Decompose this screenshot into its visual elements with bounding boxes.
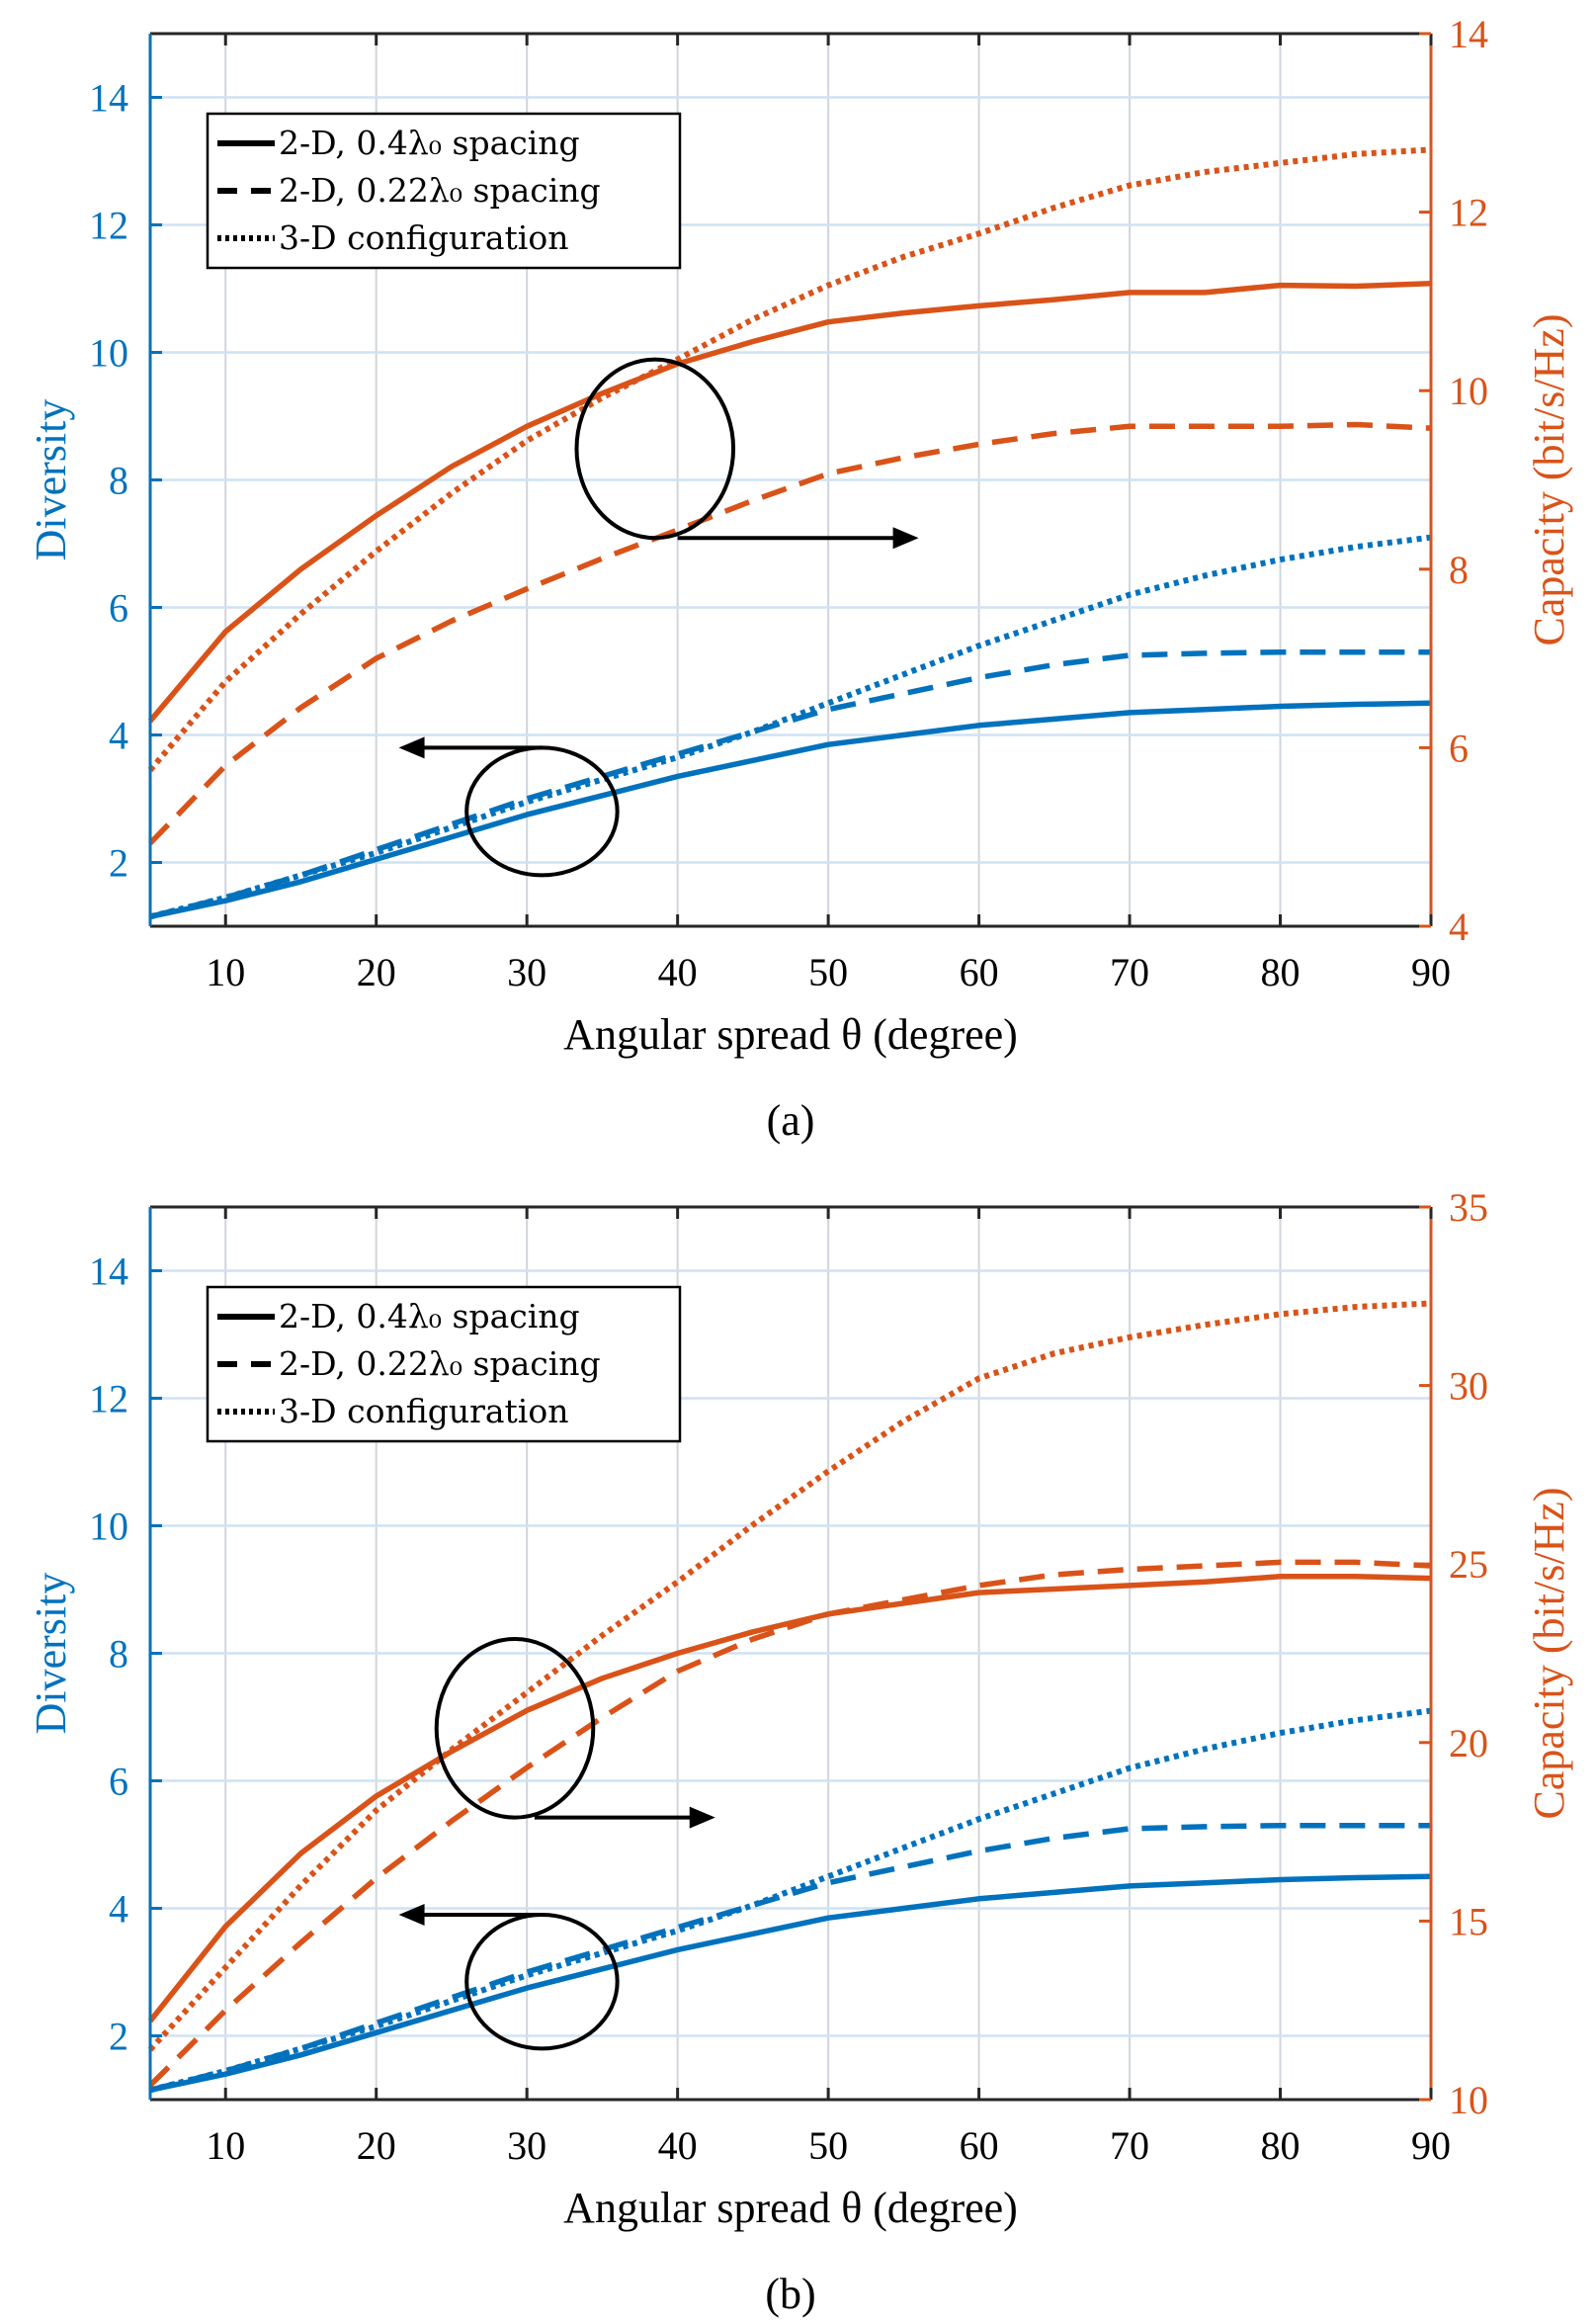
right-y-tick-label: 12 <box>1449 191 1488 235</box>
left-y-tick-label: 14 <box>89 76 128 121</box>
x-tick-label: 80 <box>1261 2123 1301 2168</box>
series-line-dashed-capacity <box>148 421 1432 845</box>
legend-label: 2-D, 0.22λ₀ spacing <box>279 1344 601 1383</box>
x-tick-label: 30 <box>507 2123 546 2168</box>
panel-caption: (b) <box>765 2270 815 2318</box>
panel-caption: (a) <box>767 1096 815 1145</box>
left-y-tick-label: 14 <box>89 1249 128 1294</box>
left-y-tick-label: 6 <box>109 586 128 631</box>
left-y-tick-label: 10 <box>89 331 128 376</box>
series-line-solid-diversity <box>149 1873 1432 2093</box>
right-y-tick-label: 15 <box>1449 1899 1488 1943</box>
legend-label: 2-D, 0.22λ₀ spacing <box>279 171 601 210</box>
series-line-dotted-capacity <box>147 146 1432 772</box>
x-tick-label: 30 <box>507 950 546 994</box>
x-tick-label: 20 <box>357 2123 396 2168</box>
right-y-tick-label: 25 <box>1449 1542 1488 1587</box>
left-y-tick-label: 8 <box>109 1632 128 1677</box>
series-line-dotted-diversity <box>149 534 1432 920</box>
series-line-dotted-capacity <box>147 1300 1432 2052</box>
x-tick-label: 90 <box>1411 950 1451 994</box>
x-tick-label: 60 <box>960 950 999 994</box>
left-y-axis-title: Diversity <box>27 399 75 561</box>
right-y-tick-label: 4 <box>1449 904 1469 949</box>
series-line-solid-capacity <box>147 281 1432 724</box>
annotation-ellipse <box>574 357 736 541</box>
x-tick-label: 40 <box>658 950 698 994</box>
x-tick-label: 80 <box>1261 950 1301 994</box>
x-tick-label: 10 <box>206 950 245 994</box>
right-y-tick-label: 8 <box>1449 548 1469 592</box>
x-tick-label: 50 <box>808 950 848 994</box>
arrow-right-icon <box>689 1806 715 1829</box>
legend-label: 2-D, 0.4λ₀ spacing <box>279 1297 580 1335</box>
arrow-right-icon <box>892 527 919 550</box>
x-axis-title: Angular spread θ (degree) <box>563 1010 1018 1059</box>
left-y-tick-label: 2 <box>109 841 128 886</box>
right-y-tick-label: 35 <box>1449 1185 1488 1230</box>
chart-panel-b: 10 20 30 40 50 60 70 80 90 2 4 6 8 10 12 14 10 15 20 25 30 35… <box>27 1185 1573 2318</box>
x-tick-label: 60 <box>960 2123 999 2168</box>
left-y-tick-label: 12 <box>89 204 128 248</box>
legend-label: 3-D configuration <box>279 218 568 257</box>
left-y-axis-title: Diversity <box>27 1573 75 1735</box>
series-line-solid-diversity <box>149 700 1432 919</box>
arrow-left-icon <box>398 736 425 759</box>
right-y-tick-label: 10 <box>1449 369 1488 413</box>
left-y-tick-label: 8 <box>109 459 128 503</box>
x-axis-title: Angular spread θ (degree) <box>563 2184 1018 2232</box>
right-y-axis-title: Capacity (bit/s/Hz) <box>1525 1487 1573 1819</box>
x-tick-label: 20 <box>357 950 396 994</box>
annotation-ellipse <box>434 1637 596 1820</box>
left-y-tick-label: 4 <box>109 714 128 758</box>
right-y-axis-title: Capacity (bit/s/Hz) <box>1525 313 1573 646</box>
x-tick-label: 70 <box>1110 950 1149 994</box>
chart-panel-a: 10 20 30 40 50 60 70 80 90 2 4 6 8 10 12 14 4 6 8 10 12 14 Ang… <box>27 12 1573 1145</box>
left-y-tick-label: 4 <box>109 1887 128 1932</box>
series-line-dashed-diversity <box>149 1822 1431 2093</box>
arrow-left-icon <box>398 1903 425 1926</box>
legend-box <box>206 1285 682 1443</box>
right-y-tick-label: 30 <box>1449 1364 1488 1409</box>
x-tick-label: 90 <box>1411 2123 1451 2168</box>
legend-label: 3-D configuration <box>279 1392 568 1430</box>
left-y-tick-label: 2 <box>109 2015 128 2059</box>
left-y-tick-label: 12 <box>89 1377 128 1421</box>
x-tick-label: 40 <box>658 2123 698 2168</box>
x-tick-label: 50 <box>808 2123 848 2168</box>
series-line-dashed-diversity <box>149 648 1431 919</box>
legend-box <box>206 112 682 270</box>
x-tick-label: 10 <box>206 2123 245 2168</box>
right-y-tick-label: 14 <box>1449 12 1488 56</box>
legend-label: 2-D, 0.4λ₀ spacing <box>279 124 580 162</box>
right-y-tick-label: 6 <box>1449 726 1469 770</box>
series-line-dotted-diversity <box>149 1707 1432 2094</box>
right-y-tick-label: 20 <box>1449 1721 1488 1765</box>
left-y-tick-label: 10 <box>89 1505 128 1549</box>
series-line-dashed-capacity <box>148 1559 1432 2088</box>
series-line-solid-capacity <box>147 1574 1432 2023</box>
right-y-tick-label: 10 <box>1449 2078 1488 2122</box>
x-tick-label: 70 <box>1110 2123 1149 2168</box>
left-y-tick-label: 6 <box>109 1760 128 1804</box>
